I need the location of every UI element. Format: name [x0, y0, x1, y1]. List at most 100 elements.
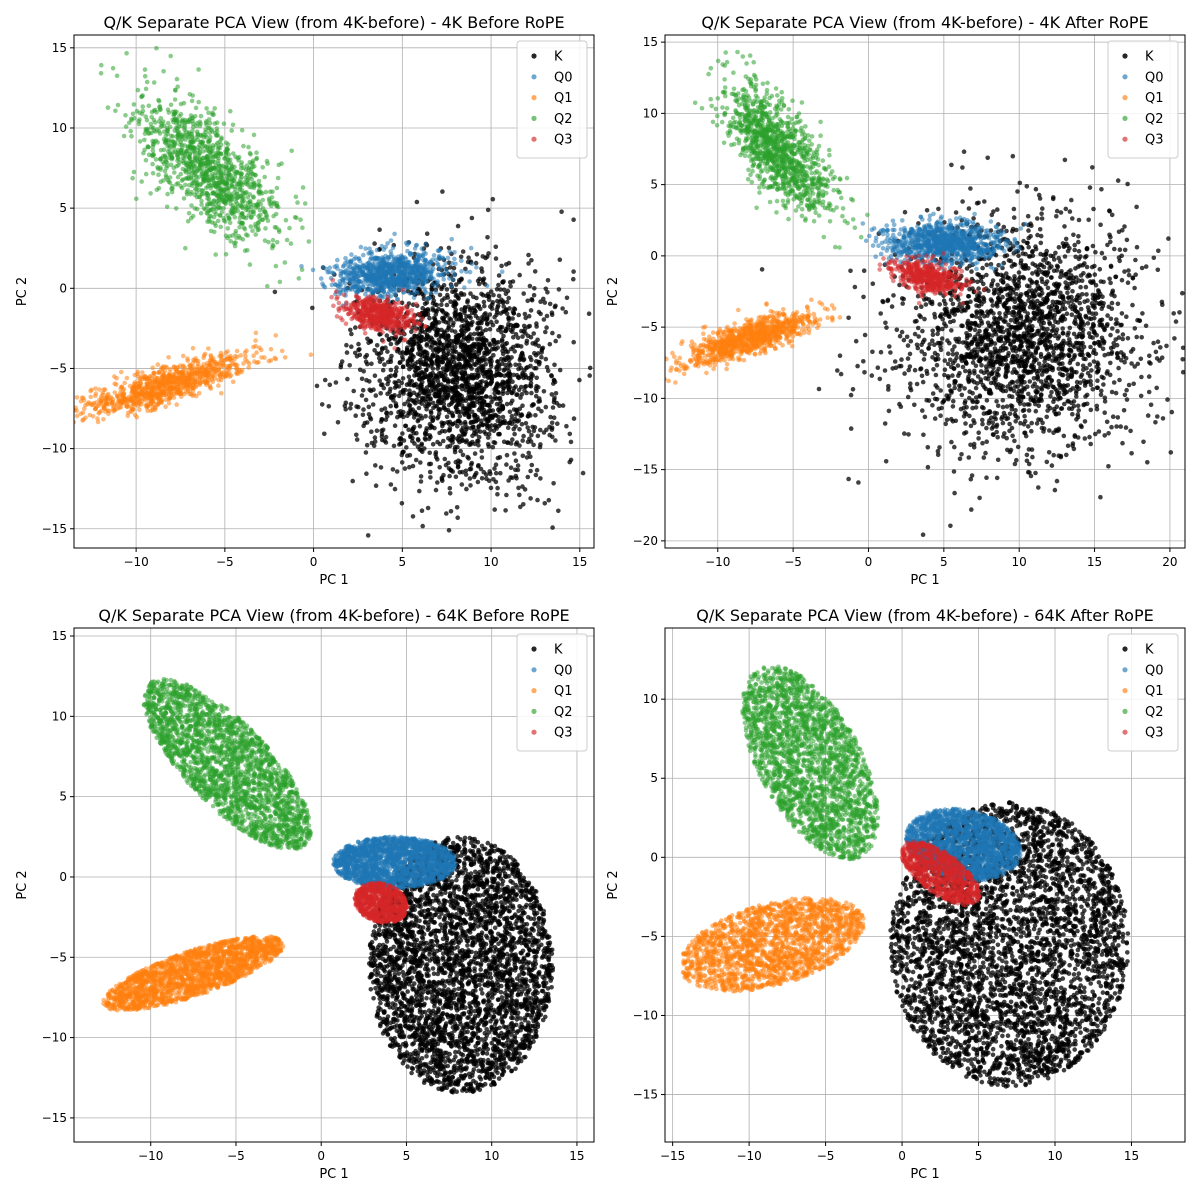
- data-point: [490, 196, 496, 202]
- data-point: [541, 296, 546, 302]
- data-point: [457, 279, 462, 285]
- data-point: [204, 134, 209, 140]
- data-points: [74, 45, 607, 598]
- data-point: [536, 362, 542, 367]
- data-point: [527, 283, 533, 289]
- data-point: [174, 134, 179, 139]
- data-point: [511, 372, 516, 378]
- data-point: [427, 379, 432, 385]
- data-point: [366, 412, 372, 417]
- data-point: [424, 367, 429, 373]
- data-point: [501, 358, 507, 363]
- data-point: [534, 467, 540, 473]
- data-point: [130, 175, 135, 181]
- data-point: [453, 474, 459, 480]
- data-point: [212, 363, 217, 369]
- data-point: [273, 333, 279, 338]
- data-point: [533, 393, 539, 399]
- data-point: [514, 440, 520, 445]
- data-point: [119, 369, 124, 375]
- data-point: [602, 319, 607, 324]
- data-point: [400, 357, 406, 362]
- data-point: [341, 287, 346, 293]
- data-point: [189, 189, 194, 195]
- data-point: [534, 375, 539, 381]
- data-point: [551, 397, 557, 403]
- data-point: [310, 305, 315, 311]
- data-point: [101, 417, 106, 422]
- data-point: [479, 269, 485, 274]
- data-point: [197, 380, 203, 386]
- data-point: [416, 372, 422, 378]
- data-point: [489, 399, 494, 405]
- data-point: [110, 399, 116, 405]
- data-point: [361, 369, 367, 374]
- data-point: [245, 182, 250, 187]
- data-point: [483, 383, 489, 389]
- data-point: [123, 124, 129, 129]
- data-point: [251, 195, 256, 200]
- data-point: [460, 452, 466, 458]
- data-point: [293, 194, 299, 200]
- data-point: [333, 380, 339, 385]
- data-point: [479, 418, 484, 424]
- data-point: [489, 376, 495, 382]
- data-point: [513, 416, 518, 422]
- data-point: [361, 423, 366, 429]
- data-point: [380, 427, 386, 433]
- data-point: [441, 345, 446, 351]
- data-point: [496, 303, 501, 308]
- data-point: [567, 431, 573, 437]
- data-point: [139, 389, 145, 394]
- data-point: [258, 184, 263, 189]
- data-point: [447, 443, 453, 449]
- data-point: [450, 396, 455, 402]
- data-point: [467, 269, 473, 275]
- data-point: [437, 253, 442, 259]
- data-point: [447, 425, 453, 431]
- data-point: [460, 469, 465, 475]
- data-point: [500, 379, 506, 385]
- data-point: [444, 593, 449, 598]
- data-point: [447, 473, 452, 479]
- data-point: [262, 238, 268, 243]
- data-point: [480, 277, 486, 283]
- data-point: [462, 285, 467, 290]
- data-point: [445, 390, 451, 395]
- data-point: [526, 252, 531, 258]
- data-point: [348, 258, 354, 264]
- data-point: [483, 255, 488, 261]
- data-point: [444, 287, 450, 292]
- data-point: [392, 258, 398, 263]
- data-point: [459, 341, 465, 346]
- data-point: [503, 362, 508, 368]
- data-point: [441, 472, 446, 478]
- data-point: [330, 270, 335, 276]
- data-point: [349, 252, 354, 257]
- data-point: [453, 349, 459, 355]
- data-point: [469, 261, 475, 267]
- data-point: [218, 350, 224, 356]
- data-point: [463, 468, 469, 474]
- data-point: [154, 110, 159, 115]
- data-point: [423, 290, 429, 296]
- data-point: [470, 353, 475, 359]
- data-point: [527, 383, 533, 389]
- data-point: [419, 416, 425, 421]
- data-point: [418, 460, 423, 465]
- data-point: [473, 432, 479, 437]
- data-point: [477, 346, 482, 351]
- data-point: [219, 391, 224, 396]
- data-point: [212, 229, 217, 235]
- data-point: [522, 311, 528, 317]
- data-point: [515, 467, 521, 473]
- data-point: [427, 295, 433, 301]
- data-point: [408, 357, 413, 362]
- data-point: [363, 354, 368, 360]
- data-point: [378, 350, 384, 356]
- data-point: [452, 299, 457, 304]
- data-point: [417, 424, 423, 429]
- data-point: [170, 150, 176, 155]
- data-point: [577, 377, 582, 383]
